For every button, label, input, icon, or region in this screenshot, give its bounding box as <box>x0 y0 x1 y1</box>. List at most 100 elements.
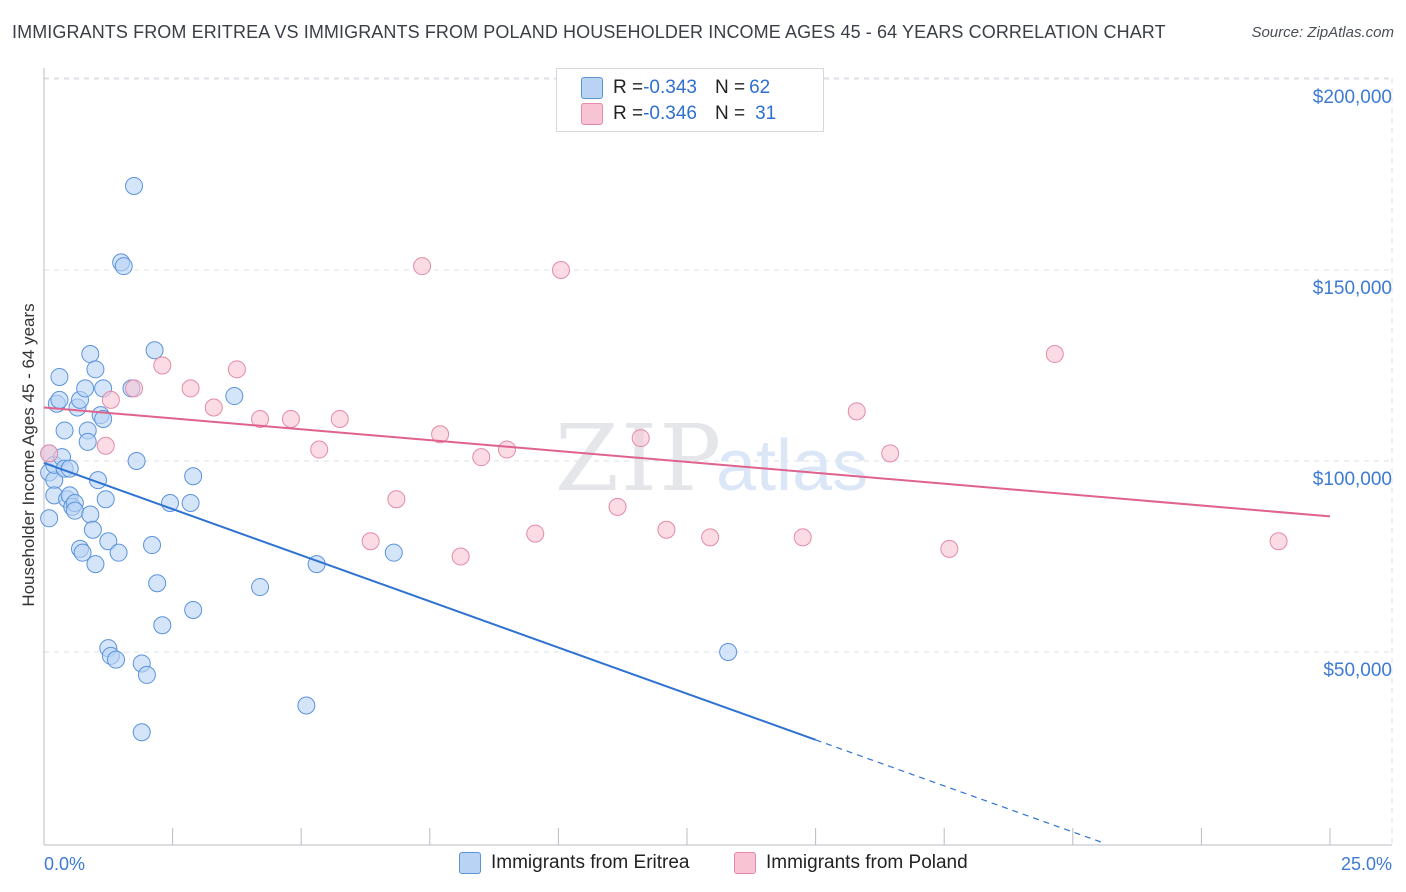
eritrea-point <box>114 257 133 276</box>
eritrea-point <box>137 665 156 684</box>
y-axis-tick-labels: $50,000 $100,000 $150,000 $200,000 <box>1313 87 1392 681</box>
poland-r-label: R = <box>613 103 644 124</box>
eritrea-point <box>251 578 270 597</box>
eritrea-point <box>50 390 69 409</box>
chart-title: IMMIGRANTS FROM ERITREA VS IMMIGRANTS FR… <box>12 22 1166 42</box>
eritrea-point <box>73 543 92 562</box>
eritrea-point <box>184 600 203 619</box>
poland-point <box>101 390 120 409</box>
eritrea-point <box>384 543 403 562</box>
legend-row-eritrea: R = -0.343 N = 62 <box>581 76 770 100</box>
eritrea-point <box>125 176 144 195</box>
eritrea-point <box>86 555 105 574</box>
trend-lines <box>43 406 1331 844</box>
eritrea-point <box>153 616 172 635</box>
eritrea-trend-line <box>43 461 816 741</box>
poland-point <box>526 524 545 543</box>
x-axis-tick-labels: 0.0% 25.0% <box>44 854 1392 874</box>
poland-point <box>608 497 627 516</box>
poland-point <box>181 379 200 398</box>
eritrea-r-value: -0.343 <box>643 77 697 98</box>
eritrea-point <box>40 509 59 528</box>
poland-point <box>227 360 246 379</box>
eritrea-point <box>107 650 126 669</box>
eritrea-point <box>94 409 113 428</box>
x-axis-ticks <box>43 828 1331 845</box>
poland-point <box>631 429 650 448</box>
eritrea-point <box>145 341 164 360</box>
eritrea-point <box>76 379 95 398</box>
eritrea-point <box>297 696 316 715</box>
eritrea-point <box>96 490 115 509</box>
source-credit: Source: ZipAtlas.com <box>1251 24 1394 41</box>
eritrea-point <box>81 345 100 364</box>
bottom-poland-label: Immigrants from Poland <box>766 852 968 873</box>
eritrea-swatch <box>581 77 603 99</box>
poland-point <box>657 520 676 539</box>
poland-point <box>413 257 432 276</box>
series-poland-points <box>40 257 1288 566</box>
eritrea-point <box>184 467 203 486</box>
poland-point <box>310 440 329 459</box>
poland-point <box>251 409 270 428</box>
y-axis-label: Householder Income Ages 45 - 64 years <box>19 303 38 606</box>
eritrea-point <box>148 574 167 593</box>
poland-point <box>125 379 144 398</box>
x-tick-label: 25.0% <box>1341 854 1392 874</box>
poland-point <box>701 528 720 547</box>
poland-point <box>1269 532 1288 551</box>
poland-point <box>281 409 300 428</box>
stats-legend: R = -0.343 N = 62 R = -0.346 N = 31 <box>556 68 824 132</box>
poland-point <box>472 448 491 467</box>
poland-point <box>793 528 812 547</box>
bottom-legend-eritrea: Immigrants from Eritrea <box>459 852 689 874</box>
eritrea-point <box>143 536 162 555</box>
eritrea-point <box>81 505 100 524</box>
poland-point <box>330 409 349 428</box>
eritrea-point <box>99 532 118 551</box>
poland-r-value: -0.346 <box>643 103 697 124</box>
poland-point <box>96 436 115 455</box>
poland-point <box>451 547 470 566</box>
poland-point <box>881 444 900 463</box>
eritrea-point <box>78 432 97 451</box>
poland-point <box>387 490 406 509</box>
poland-point <box>551 261 570 279</box>
eritrea-point <box>50 367 69 386</box>
poland-point <box>431 425 450 444</box>
bottom-eritrea-swatch <box>459 852 481 874</box>
eritrea-point <box>127 452 146 470</box>
y-tick-label: $50,000 <box>1323 660 1392 681</box>
eritrea-point <box>132 723 151 742</box>
poland-point <box>847 402 866 421</box>
bottom-legend-poland: Immigrants from Poland <box>734 852 968 874</box>
bottom-eritrea-label: Immigrants from Eritrea <box>491 852 690 873</box>
eritrea-point <box>83 520 102 539</box>
poland-point <box>1045 345 1064 364</box>
eritrea-n-label: N = <box>714 77 746 98</box>
eritrea-trend-extension <box>815 739 1104 844</box>
y-tick-label: $150,000 <box>1313 278 1392 299</box>
y-tick-label: $100,000 <box>1313 469 1392 490</box>
poland-point <box>153 356 172 375</box>
poland-point <box>497 440 516 459</box>
eritrea-point <box>181 494 200 513</box>
poland-point <box>204 398 223 417</box>
poland-n-value: 31 <box>755 103 777 124</box>
eritrea-point <box>719 643 738 661</box>
legend-row-poland: R = -0.346 N = 31 <box>581 102 777 126</box>
poland-trend-line <box>43 406 1331 518</box>
gridlines <box>44 77 1393 845</box>
x-tick-label: 0.0% <box>44 854 85 874</box>
poland-point <box>40 444 59 463</box>
y-tick-label: $200,000 <box>1313 87 1392 108</box>
eritrea-r-label: R = <box>613 77 644 98</box>
poland-swatch <box>581 103 603 125</box>
eritrea-point <box>225 387 244 406</box>
eritrea-point <box>65 501 84 520</box>
poland-point <box>940 539 959 558</box>
poland-n-label: N = <box>714 103 746 124</box>
poland-point <box>361 532 380 551</box>
eritrea-point <box>55 421 74 440</box>
